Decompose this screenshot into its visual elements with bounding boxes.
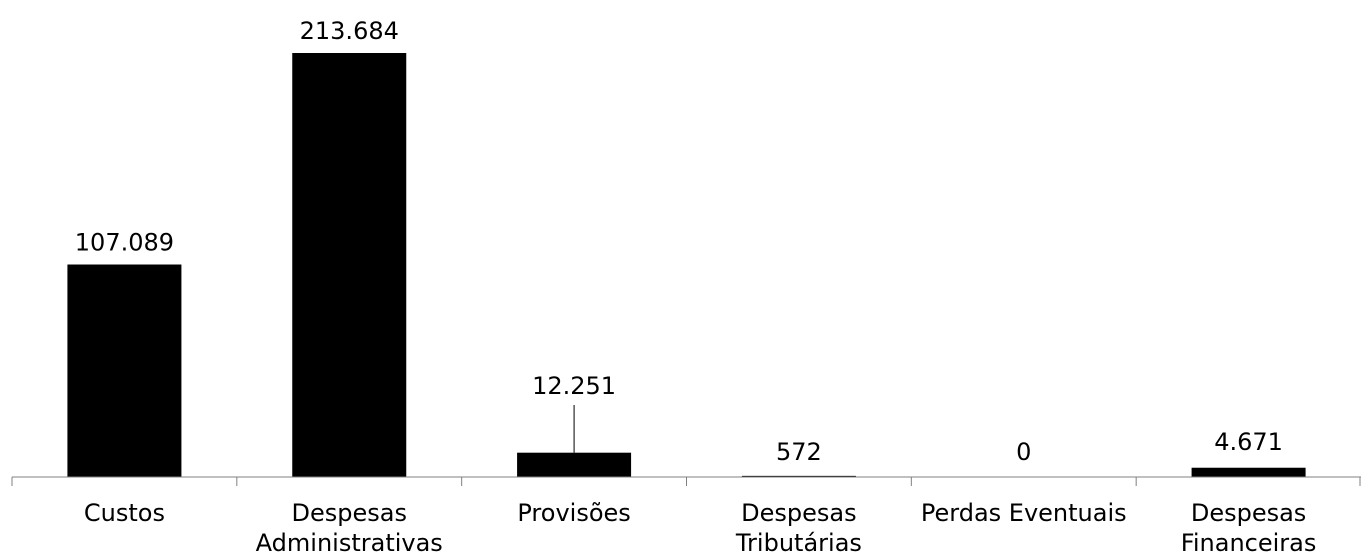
category-label: Despesas: [741, 499, 856, 527]
bars-group: [67, 53, 1306, 477]
data-label: 107.089: [75, 229, 174, 257]
category-label: Despesas: [1191, 499, 1306, 527]
bar: [292, 53, 407, 477]
data-label: 572: [776, 438, 822, 466]
category-label: Administrativas: [256, 529, 443, 552]
category-label: Financeiras: [1181, 529, 1317, 552]
bar: [517, 452, 632, 477]
category-label: Tributárias: [735, 529, 862, 552]
value-labels-group: 107.089 213.684 12.251 572 0 4.671: [75, 17, 1283, 466]
bar: [67, 264, 182, 477]
bar: [1191, 467, 1306, 477]
category-label: Despesas: [292, 499, 407, 527]
data-label: 213.684: [300, 17, 399, 45]
category-label: Custos: [84, 499, 165, 527]
data-label: 12.251: [532, 372, 616, 400]
data-label: 4.671: [1214, 428, 1283, 456]
category-label: Provisões: [517, 499, 630, 527]
bar: [741, 475, 856, 477]
data-label: 0: [1016, 438, 1031, 466]
category-label: Perdas Eventuais: [921, 499, 1127, 527]
x-axis: [11, 476, 1361, 486]
